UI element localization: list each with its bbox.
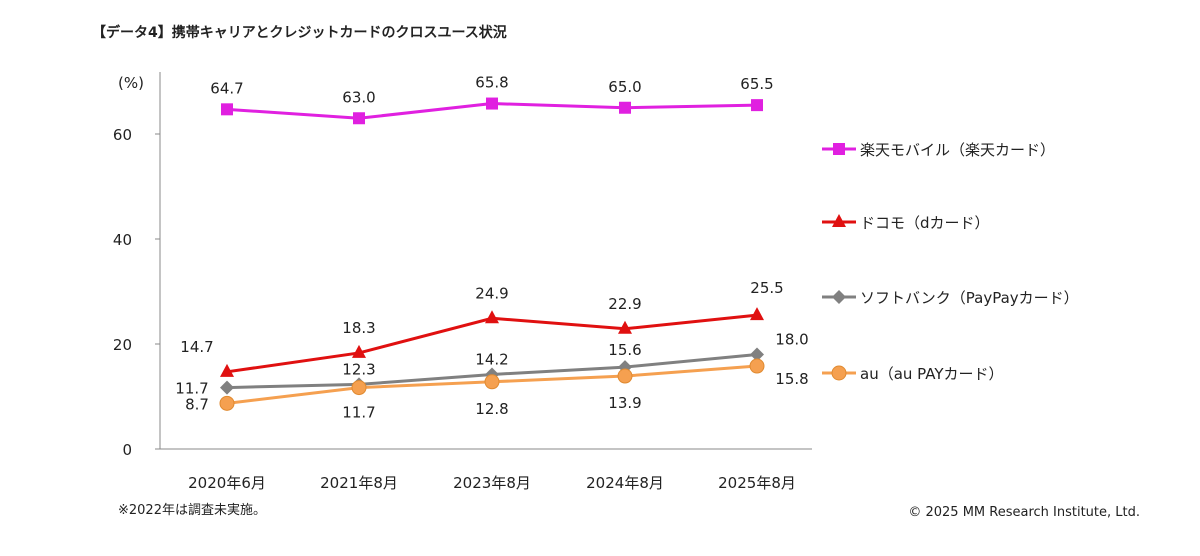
series-1: 14.7 18.3 24.9 22.9 25.5: [180, 279, 784, 377]
data-label: 24.9: [475, 284, 508, 302]
data-label: 11.7: [342, 404, 375, 422]
footnote: ※2022年は調査未実施。: [118, 502, 266, 518]
data-point: [486, 97, 498, 110]
data-point: [219, 395, 235, 411]
chart-title: 【データ4】携帯キャリアとクレジットカードのクロスユース状況: [92, 24, 507, 41]
legend-marker: [832, 214, 846, 227]
legend-label: au（au PAYカード）: [860, 365, 1004, 383]
x-tick-label: 2024年8月: [586, 474, 664, 492]
legend-marker: [832, 290, 846, 304]
legend-marker: [831, 365, 847, 381]
data-label: 63.0: [342, 88, 375, 106]
data-label: 15.6: [608, 341, 641, 359]
data-label: 13.9: [608, 394, 641, 412]
data-point: [221, 103, 233, 116]
data-point: [220, 380, 234, 395]
data-label: 65.5: [740, 75, 773, 93]
x-tick-label: 2021年8月: [320, 474, 398, 492]
data-label: 14.7: [180, 338, 213, 356]
data-point: [353, 112, 365, 125]
y-tick-label: 0: [122, 441, 132, 459]
copyright: © 2025 MM Research Institute, Ltd.: [908, 505, 1140, 520]
legend-label: 楽天モバイル（楽天カード）: [860, 141, 1055, 159]
data-label: 15.8: [775, 370, 808, 388]
y-tick-label: 60: [113, 126, 132, 144]
y-tick-label: 20: [113, 336, 132, 354]
data-point: [352, 344, 366, 358]
data-label: 65.0: [608, 78, 641, 96]
x-tick-label: 2020年6月: [188, 474, 266, 492]
y-tick-label: 40: [113, 231, 132, 249]
data-label: 25.5: [750, 279, 783, 297]
data-point: [617, 368, 633, 384]
data-label: 12.3: [342, 360, 375, 378]
x-tick-label: 2025年8月: [718, 474, 796, 492]
data-label: 22.9: [608, 295, 641, 313]
y-axis-label: (%): [118, 74, 144, 92]
data-label: 8.7: [185, 395, 209, 413]
data-point: [749, 358, 765, 374]
data-label: 65.8: [475, 74, 508, 92]
data-point: [351, 380, 367, 396]
data-point: [618, 320, 632, 334]
legend-label: ソフトバンク（PayPayカード）: [860, 289, 1079, 307]
data-label: 11.7: [175, 380, 208, 398]
data-label: 12.8: [475, 400, 508, 418]
data-point: [619, 101, 631, 114]
data-point: [220, 363, 234, 377]
data-point: [751, 99, 763, 112]
data-label: 18.0: [775, 331, 808, 349]
data-point: [750, 347, 764, 362]
series-3: 8.7 11.7 12.8 13.9 15.8: [185, 358, 809, 422]
series-0: 64.7 63.0 65.8 65.0 65.5: [210, 74, 774, 125]
data-point: [484, 374, 500, 390]
legend-label: ドコモ（dカード）: [860, 214, 990, 232]
data-label: 18.3: [342, 319, 375, 337]
data-label: 64.7: [210, 79, 243, 97]
data-label: 14.2: [475, 350, 508, 368]
data-point: [485, 310, 499, 324]
data-point: [750, 307, 764, 321]
x-tick-label: 2023年8月: [453, 474, 531, 492]
legend-marker: [833, 143, 845, 155]
